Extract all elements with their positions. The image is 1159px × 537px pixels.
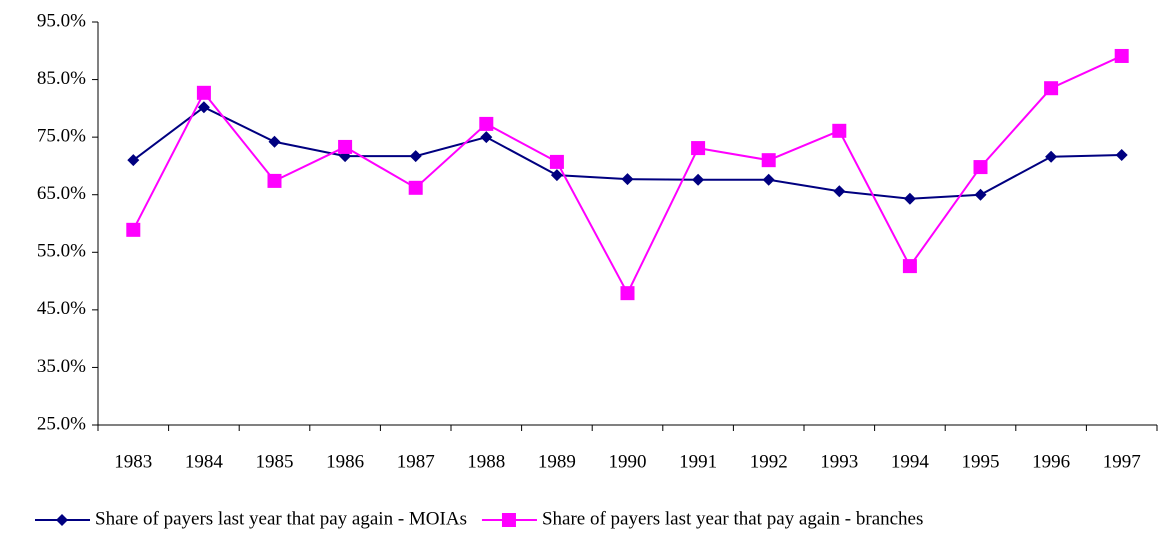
data-point xyxy=(479,116,494,131)
x-tick-label: 1990 xyxy=(609,451,647,472)
data-point xyxy=(902,259,917,274)
data-point xyxy=(408,180,423,195)
data-point xyxy=(550,169,563,182)
x-tick-label: 1984 xyxy=(185,451,224,472)
data-point xyxy=(267,173,282,188)
y-tick-label: 25.0% xyxy=(37,413,86,434)
data-point xyxy=(1045,150,1058,163)
y-tick-label: 85.0% xyxy=(37,68,86,89)
x-tick-label: 1992 xyxy=(750,451,788,472)
x-tick-label: 1997 xyxy=(1103,451,1141,472)
data-point xyxy=(197,101,210,114)
legend-label: Share of payers last year that pay again… xyxy=(542,508,923,529)
x-tick-label: 1994 xyxy=(891,451,930,472)
y-tick-label: 95.0% xyxy=(37,10,86,31)
data-point xyxy=(409,150,422,163)
x-tick-label: 1983 xyxy=(114,451,152,472)
data-point xyxy=(127,154,140,167)
x-tick-label: 1993 xyxy=(820,451,858,472)
x-tick-label: 1991 xyxy=(679,451,717,472)
data-point xyxy=(338,139,353,154)
data-point xyxy=(126,222,141,237)
y-tick-label: 55.0% xyxy=(37,241,86,262)
y-tick-label: 65.0% xyxy=(37,183,86,204)
data-point xyxy=(761,153,776,168)
legend-marker xyxy=(56,514,68,526)
data-point xyxy=(832,123,847,138)
data-point xyxy=(903,192,916,205)
data-point xyxy=(1115,148,1128,161)
data-point xyxy=(1044,81,1059,96)
data-point xyxy=(196,85,211,100)
x-tick-label: 1985 xyxy=(256,451,294,472)
x-tick-label: 1989 xyxy=(538,451,576,472)
x-tick-label: 1996 xyxy=(1032,451,1070,472)
y-tick-label: 75.0% xyxy=(37,126,86,147)
x-tick-label: 1988 xyxy=(467,451,505,472)
data-point xyxy=(762,173,775,186)
x-tick-label: 1987 xyxy=(397,451,435,472)
x-tick-label: 1986 xyxy=(326,451,364,472)
data-point xyxy=(480,131,493,144)
y-tick-label: 45.0% xyxy=(37,298,86,319)
data-point xyxy=(973,160,988,175)
data-point xyxy=(621,173,634,186)
data-point xyxy=(691,141,706,156)
x-tick-label: 1995 xyxy=(962,451,1000,472)
data-point xyxy=(692,173,705,186)
legend-label: Share of payers last year that pay again… xyxy=(95,508,467,529)
data-point xyxy=(620,286,635,301)
data-point xyxy=(833,185,846,198)
data-point xyxy=(1114,48,1129,63)
y-tick-label: 35.0% xyxy=(37,356,86,377)
data-point xyxy=(974,188,987,201)
legend-marker xyxy=(501,513,516,527)
data-point xyxy=(549,154,564,169)
data-point xyxy=(268,135,281,148)
